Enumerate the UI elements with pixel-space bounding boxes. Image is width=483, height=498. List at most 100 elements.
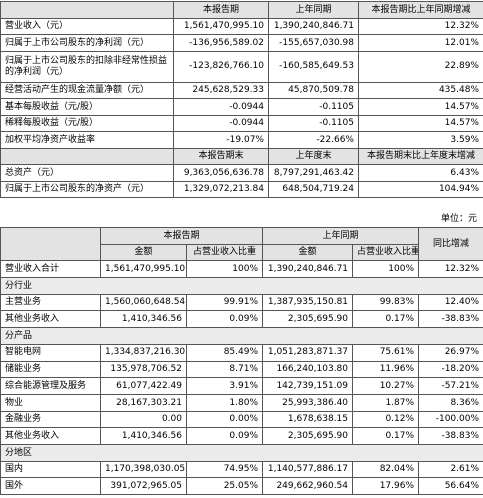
row-label: 储能业务 [0,360,101,379]
section-row: 分行业 [0,277,483,295]
value-cell: 100% [352,260,420,279]
data-row: 金融业务 0.00 0.00% 1,678,638.15 0.12% -100.00% [0,410,483,429]
value-cell: -100.00% [418,410,483,429]
header-cell: 本报告期 [173,1,269,19]
section-label: 分地区 [0,443,483,462]
value-cell: 82.04% [352,460,420,479]
value-cell: 0.12% [352,410,420,429]
header-cell [0,147,174,165]
value-cell: 100% [185,260,264,279]
data-row: 稀释每股收益（元/股） -0.0944 -0.1105 14.57% [0,114,483,132]
value-cell: 104.94% [358,180,483,198]
header-cell: 金额 [100,243,187,262]
header-cell: 上年同期 [268,1,359,19]
section-row: 分产品 [0,327,483,345]
value-cell: 1,561,470,995.10 [173,17,269,35]
value-cell: 25,993,386.40 [262,393,354,412]
revenue-breakdown-table: 本报告期 上年同期 同比增减 金额 占营业收入比重 金额 占营业收入比重 营业收入合计 1,56… [0,226,483,495]
value-cell: 648,504,719.24 [268,180,359,198]
value-cell: 14.57% [358,114,483,132]
value-cell: 0.00 [100,410,187,429]
header-cell: 上年同期 [262,227,420,245]
financial-summary-table: 本报告期 上年同期 本报告期比上年同期增减 营业收入（元） 1,561,470,995.… [0,1,483,198]
value-cell: 245,628,529.33 [173,81,269,99]
data-row: 国内 1,170,398,030.05 74.95% 1,140,577,886.17… [0,460,483,479]
data-row: 综合能源管理及服务 61,077,422.49 3.91% 142,739,151.0… [0,377,483,395]
header-cell: 本报告期末比上年度末增减 [358,147,483,165]
header-cell [0,226,101,262]
value-cell: -155,657,030.98 [268,34,359,52]
data-row: 其他业务收入 1,410,346.56 0.09% 2,305,695.90 0.17%… [0,310,483,329]
value-cell: 1,140,577,886.17 [262,460,354,479]
value-cell: 1,170,398,030.05 [100,460,187,479]
value-cell: -38.83% [418,310,483,329]
value-cell: -136,956,589.02 [173,34,269,52]
value-cell: 0.09% [185,310,264,329]
header-cell: 本报告期 [99,227,264,245]
data-row: 归属于上市公司股东的扣除非经常性损益的净利润（元） -123,826,766.10… [0,50,483,83]
value-cell: 25.05% [185,477,264,495]
row-label: 归属于上市公司股东的净资产（元） [0,180,174,198]
value-cell: -22.66% [268,131,359,149]
header-cell: 占营业收入比重 [185,243,264,262]
header-cell: 上年度末 [268,147,359,165]
value-cell: 2,305,695.90 [262,427,354,445]
row-label: 总资产（元） [0,164,174,182]
value-cell: 1,678,638.15 [262,410,354,429]
row-label: 加权平均净资产收益率 [0,131,174,149]
value-cell: 1,390,240,846.71 [262,260,354,279]
row-label: 物业 [0,393,101,412]
value-cell: 12.01% [358,34,483,52]
value-cell: 3.59% [358,131,483,149]
value-cell: 9,363,056,636.78 [173,164,269,182]
header-cell: 金额 [262,243,354,262]
value-cell: 1,561,470,995.10 [100,260,187,279]
row-label: 智能电网 [0,343,101,362]
row-label: 稀释每股收益（元/股） [0,114,174,132]
unit-label: 单位：元 [440,214,477,224]
data-row: 经营活动产生的现金流量净额（元） 245,628,529.33 45,870,509… [0,81,483,99]
data-row: 物业 28,167,303.21 1.80% 25,993,386.40 1.87% 8.… [0,393,483,412]
header-row: 本报告期 上年同期 同比增减 [0,226,483,262]
row-label: 金融业务 [0,410,101,429]
value-cell: -38.83% [418,427,483,445]
value-cell: 1.80% [185,393,264,412]
value-cell: 1,410,346.56 [100,427,187,445]
value-cell: 1,390,240,846.71 [268,17,359,35]
value-cell: 12.32% [358,17,483,35]
data-row: 其他业务收入 1,410,346.56 0.09% 2,305,695.90 0.17%… [0,427,483,445]
value-cell: 8,797,291,463.42 [268,164,359,182]
value-cell: 8.36% [418,393,483,412]
value-cell: 0.00% [185,410,264,429]
data-row: 总资产（元） 9,363,056,636.78 8,797,291,463.42 6.… [0,164,483,182]
row-label: 国内 [0,460,101,479]
value-cell: 28,167,303.21 [100,393,187,412]
value-cell: 74.95% [185,460,264,479]
value-cell: 26.97% [418,343,483,362]
value-cell: 12.32% [418,260,483,279]
data-row: 归属于上市公司股东的净资产（元） 1,329,072,213.84 648,504,… [0,180,483,198]
value-cell: 1.87% [352,393,420,412]
value-cell: 1,051,283,871.37 [262,343,354,362]
row-label: 经营活动产生的现金流量净额（元） [0,81,174,99]
value-cell: -18.20% [418,360,483,379]
value-cell: 75.61% [352,343,420,362]
row-label: 国外 [0,477,101,495]
header-row: 本报告期末 上年度末 本报告期末比上年度末增减 [0,147,483,165]
data-row: 智能电网 1,334,837,216.30 85.49% 1,051,283,871.… [0,343,483,362]
section-label: 分行业 [0,277,483,295]
value-cell: 2.61% [418,460,483,479]
value-cell: 1,560,060,648.54 [100,293,187,312]
value-cell: 22.89% [358,50,483,83]
header-row: 本报告期 上年同期 本报告期比上年同期增减 [0,1,483,19]
row-label: 其他业务收入 [0,427,101,445]
row-label: 营业收入（元） [0,17,174,35]
data-row: 营业收入合计 1,561,470,995.10 100% 1,390,240,846.… [0,260,483,279]
data-row: 基本每股收益（元/股） -0.0944 -0.1105 14.57% [0,98,483,116]
value-cell: 10.27% [352,377,420,395]
row-label: 归属于上市公司股东的扣除非经常性损益的净利润（元） [0,50,174,83]
value-cell: 166,240,103.80 [262,360,354,379]
value-cell: 0.09% [185,427,264,445]
data-row: 主营业务 1,560,060,648.54 99.91% 1,387,935,150.… [0,293,483,312]
value-cell: 17.96% [352,477,420,495]
